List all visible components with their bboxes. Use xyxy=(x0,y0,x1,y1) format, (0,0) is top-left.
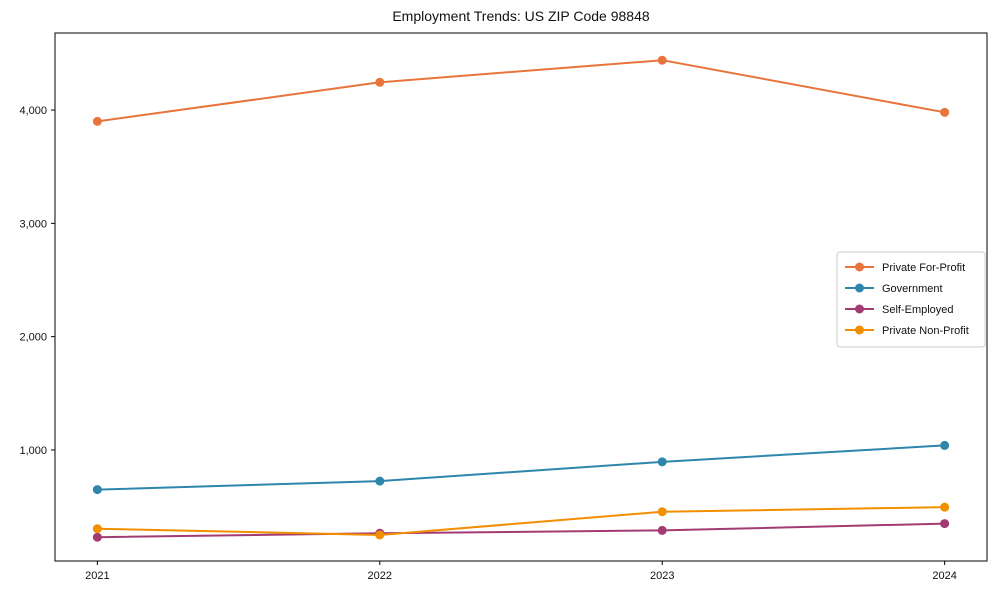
y-tick-label: 4,000 xyxy=(19,105,47,117)
data-point-private-for-profit-2023 xyxy=(657,55,667,65)
data-point-government-2023 xyxy=(657,457,667,467)
data-point-private-non-profit-2024 xyxy=(940,502,950,512)
axes-frame xyxy=(54,32,988,562)
data-point-private-non-profit-2023 xyxy=(657,507,667,517)
data-point-private-for-profit-2021 xyxy=(92,116,102,126)
x-tick-label: 2022 xyxy=(368,570,392,582)
chart-title: Employment Trends: US ZIP Code 98848 xyxy=(392,8,650,24)
data-point-private-non-profit-2022 xyxy=(375,530,385,540)
legend-label: Self-Employed xyxy=(882,304,954,316)
legend-item-government: Government xyxy=(845,283,943,295)
data-point-government-2022 xyxy=(375,476,385,486)
series-line-self-employed xyxy=(96,522,946,539)
legend-marker xyxy=(855,262,864,272)
data-point-self-employed-2021 xyxy=(92,532,102,542)
series-line-government xyxy=(96,444,946,491)
data-point-private-for-profit-2024 xyxy=(940,107,950,117)
data-point-self-employed-2024 xyxy=(940,519,950,529)
series-line-private-for-profit xyxy=(96,59,946,123)
data-point-private-non-profit-2021 xyxy=(92,524,102,534)
y-tick-label: 3,000 xyxy=(19,218,47,230)
x-tick-label: 2021 xyxy=(85,570,109,582)
legend-label: Private For-Profit xyxy=(882,262,965,274)
data-point-self-employed-2023 xyxy=(657,525,667,535)
data-point-private-for-profit-2022 xyxy=(375,77,385,87)
legend-label: Government xyxy=(882,283,943,295)
plot-area: 1,000 2,000 3,000 4,000 2021 2022 2023 2024 xyxy=(19,32,988,582)
legend-item-private-non-profit: Private Non-Profit xyxy=(845,325,969,337)
legend: Private For-Profit Government Self-Employe… xyxy=(836,251,986,348)
data-point-government-2024 xyxy=(940,440,950,450)
series-line-private-non-profit xyxy=(96,506,946,536)
x-tick-label: 2023 xyxy=(650,570,674,582)
legend-item-private-for-profit: Private For-Profit xyxy=(845,262,965,274)
legend-marker xyxy=(855,325,864,335)
y-tick-label: 2,000 xyxy=(19,332,47,344)
legend-marker xyxy=(855,283,864,293)
y-tick-label: 1,000 xyxy=(19,445,47,457)
data-point-government-2021 xyxy=(92,485,102,495)
legend-marker xyxy=(855,304,864,314)
legend-label: Private Non-Profit xyxy=(882,325,969,337)
x-tick-label: 2024 xyxy=(932,570,956,582)
legend-box xyxy=(836,251,986,348)
legend-item-self-employed: Self-Employed xyxy=(845,304,954,316)
